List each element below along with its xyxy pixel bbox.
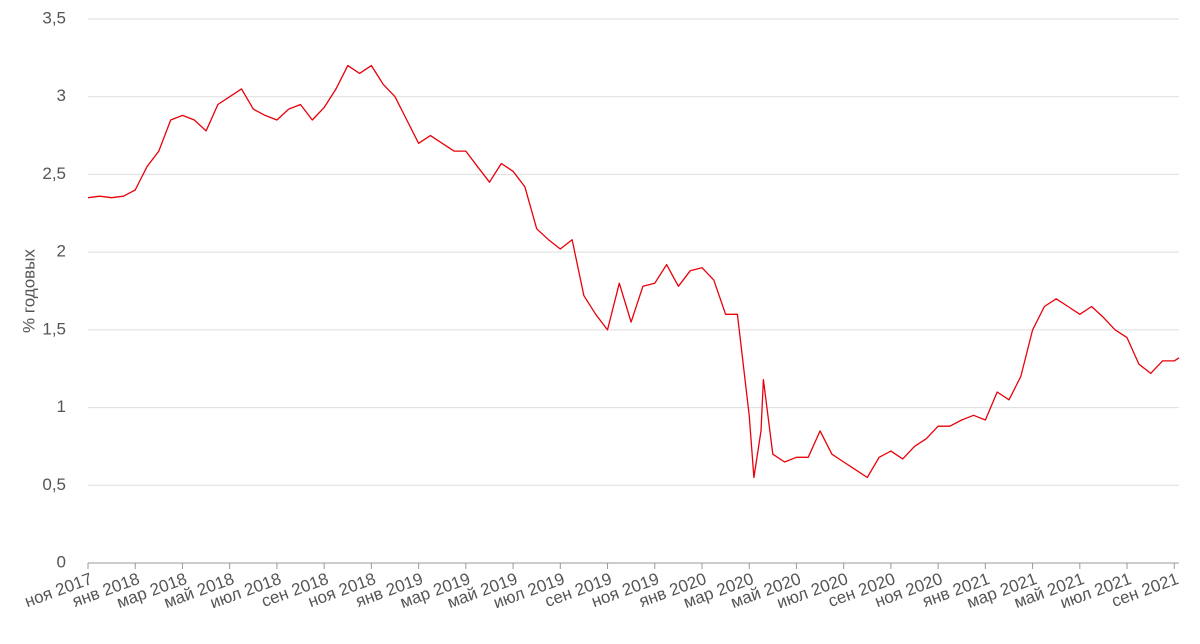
y-tick-label: 1,5	[42, 319, 66, 338]
y-tick-label: 2,5	[42, 164, 66, 183]
y-tick-label: 1	[57, 397, 66, 416]
y-tick-label: 3,5	[42, 8, 66, 27]
y-tick-label: 2	[57, 242, 66, 261]
y-tick-label: 3	[57, 86, 66, 105]
y-tick-label: 0,5	[42, 475, 66, 494]
y-axis-label: % годовых	[19, 249, 38, 333]
line	[87, 64, 1180, 479]
y-tick-label: 0	[57, 552, 66, 571]
